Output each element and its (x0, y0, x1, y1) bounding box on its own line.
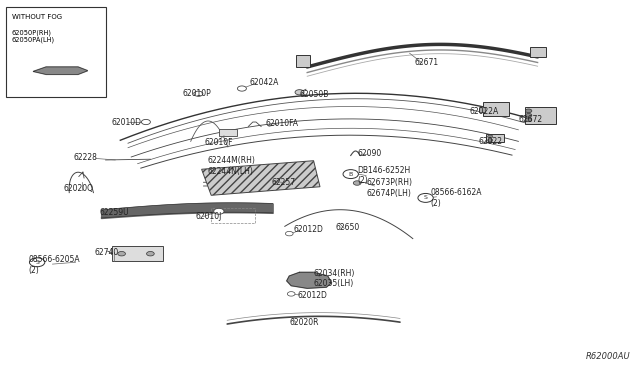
Bar (112, 246, 163, 261)
Text: 62012D: 62012D (298, 291, 328, 300)
Text: 62012D: 62012D (293, 225, 323, 234)
Bar (486, 134, 504, 142)
Text: 62650: 62650 (336, 223, 360, 232)
Circle shape (194, 91, 203, 96)
Text: 62020R: 62020R (289, 318, 319, 327)
Text: 62257: 62257 (272, 178, 296, 187)
Circle shape (525, 113, 532, 117)
Text: 62672: 62672 (518, 115, 543, 124)
Circle shape (525, 109, 532, 113)
Bar (530, 47, 546, 57)
Circle shape (295, 90, 304, 95)
Bar (219, 129, 237, 136)
Circle shape (525, 118, 532, 122)
Text: DB146-6252H
(2): DB146-6252H (2) (357, 166, 410, 185)
Bar (296, 55, 310, 67)
Text: R62000AU: R62000AU (586, 352, 630, 361)
Text: 62228: 62228 (74, 153, 97, 162)
Bar (525, 107, 556, 124)
Text: 62740: 62740 (95, 248, 119, 257)
Polygon shape (202, 161, 320, 195)
Text: 62020Q: 62020Q (64, 185, 94, 193)
Text: 62042A: 62042A (250, 78, 279, 87)
Text: 08566-6162A
(2): 08566-6162A (2) (430, 188, 481, 208)
Text: 62010P: 62010P (182, 89, 211, 97)
Text: 62244M(RH)
62244N(LH): 62244M(RH) 62244N(LH) (208, 156, 256, 176)
Text: 62090: 62090 (357, 149, 381, 158)
Polygon shape (33, 67, 88, 74)
Circle shape (118, 251, 125, 256)
Bar (6, 7, 106, 97)
Text: 62022: 62022 (479, 137, 503, 146)
Bar (483, 102, 509, 116)
Text: 62050P(RH)
62050PA(LH): 62050P(RH) 62050PA(LH) (12, 29, 54, 43)
Text: 62259U: 62259U (99, 208, 129, 217)
Text: 62671: 62671 (414, 58, 438, 67)
Text: 62010J: 62010J (195, 212, 221, 221)
Circle shape (488, 135, 493, 138)
Text: 62034(RH)
62035(LH): 62034(RH) 62035(LH) (314, 269, 355, 288)
Text: 62010F: 62010F (205, 138, 234, 147)
Circle shape (418, 193, 433, 202)
Circle shape (343, 170, 358, 179)
Text: B: B (349, 171, 353, 177)
Bar (479, 107, 485, 112)
Text: 62050B: 62050B (300, 90, 329, 99)
Circle shape (285, 231, 293, 236)
Circle shape (214, 208, 224, 214)
Circle shape (147, 251, 154, 256)
Text: S: S (424, 195, 428, 201)
Circle shape (287, 292, 295, 296)
Text: 62010D: 62010D (112, 118, 142, 126)
Circle shape (353, 181, 361, 185)
Text: S: S (35, 260, 39, 265)
Polygon shape (287, 272, 332, 288)
Circle shape (237, 86, 246, 91)
Circle shape (488, 139, 493, 142)
Text: 62022A: 62022A (470, 107, 499, 116)
Text: 08566-6205A
(2): 08566-6205A (2) (29, 255, 81, 275)
Circle shape (29, 258, 45, 267)
Text: 62010FA: 62010FA (266, 119, 299, 128)
Bar (211, 208, 255, 223)
Circle shape (141, 119, 150, 125)
Text: 62673P(RH)
62674P(LH): 62673P(RH) 62674P(LH) (366, 178, 412, 198)
Text: WITHOUT FOG: WITHOUT FOG (12, 14, 61, 20)
